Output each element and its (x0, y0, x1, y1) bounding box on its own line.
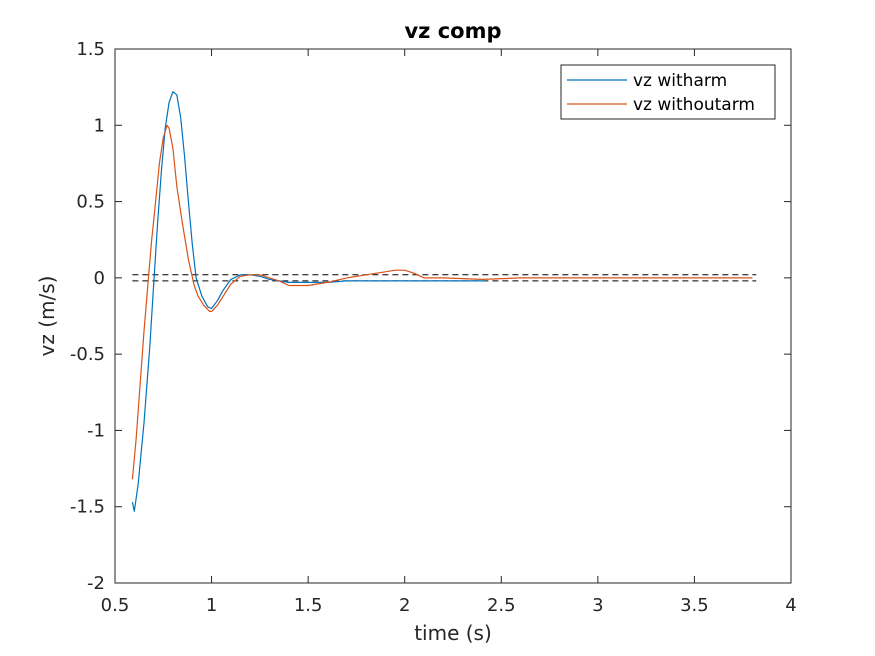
chart-title: vz comp (404, 19, 501, 43)
series-lines (131, 91, 753, 512)
y-tick-label: -2 (87, 573, 105, 594)
series-line-2 (131, 124, 753, 480)
y-tick-label: -1.5 (70, 497, 105, 518)
x-tick-label: 3 (592, 595, 603, 616)
x-tick-label: 1.5 (294, 595, 323, 616)
x-tick-label: 1 (206, 595, 217, 616)
x-tick-label: 2.5 (487, 595, 516, 616)
series-line-1 (131, 91, 486, 512)
y-tick-label: -0.5 (70, 344, 105, 365)
y-tick-label: 1 (94, 115, 105, 136)
x-tick-label: 4 (785, 595, 796, 616)
legend-label-series-2: vz withoutarm (633, 95, 755, 115)
y-tick-label: 0 (94, 268, 105, 289)
legend-box (560, 64, 776, 120)
x-tick-label: 2 (399, 595, 410, 616)
x-tick-label: 3.5 (680, 595, 709, 616)
x-axis-label: time (s) (414, 621, 492, 645)
y-tick-label: 0.5 (76, 192, 105, 213)
plot-area (115, 49, 791, 583)
legend-label-series-1: vz witharm (633, 71, 727, 91)
legend: vz witharm vz withoutarm (560, 64, 776, 120)
y-axis-label: vz (m/s) (35, 276, 59, 357)
axis-ticks: 0.5 1 1.5 2 2.5 3 3.5 4 -2 -1.5 -1 -0.5 0 0.5 1 1.5 (70, 39, 797, 616)
x-tick-label: 0.5 (101, 595, 130, 616)
y-tick-label: -1 (87, 420, 105, 441)
axes-box (114, 48, 792, 584)
y-tick-label: 1.5 (76, 39, 105, 60)
